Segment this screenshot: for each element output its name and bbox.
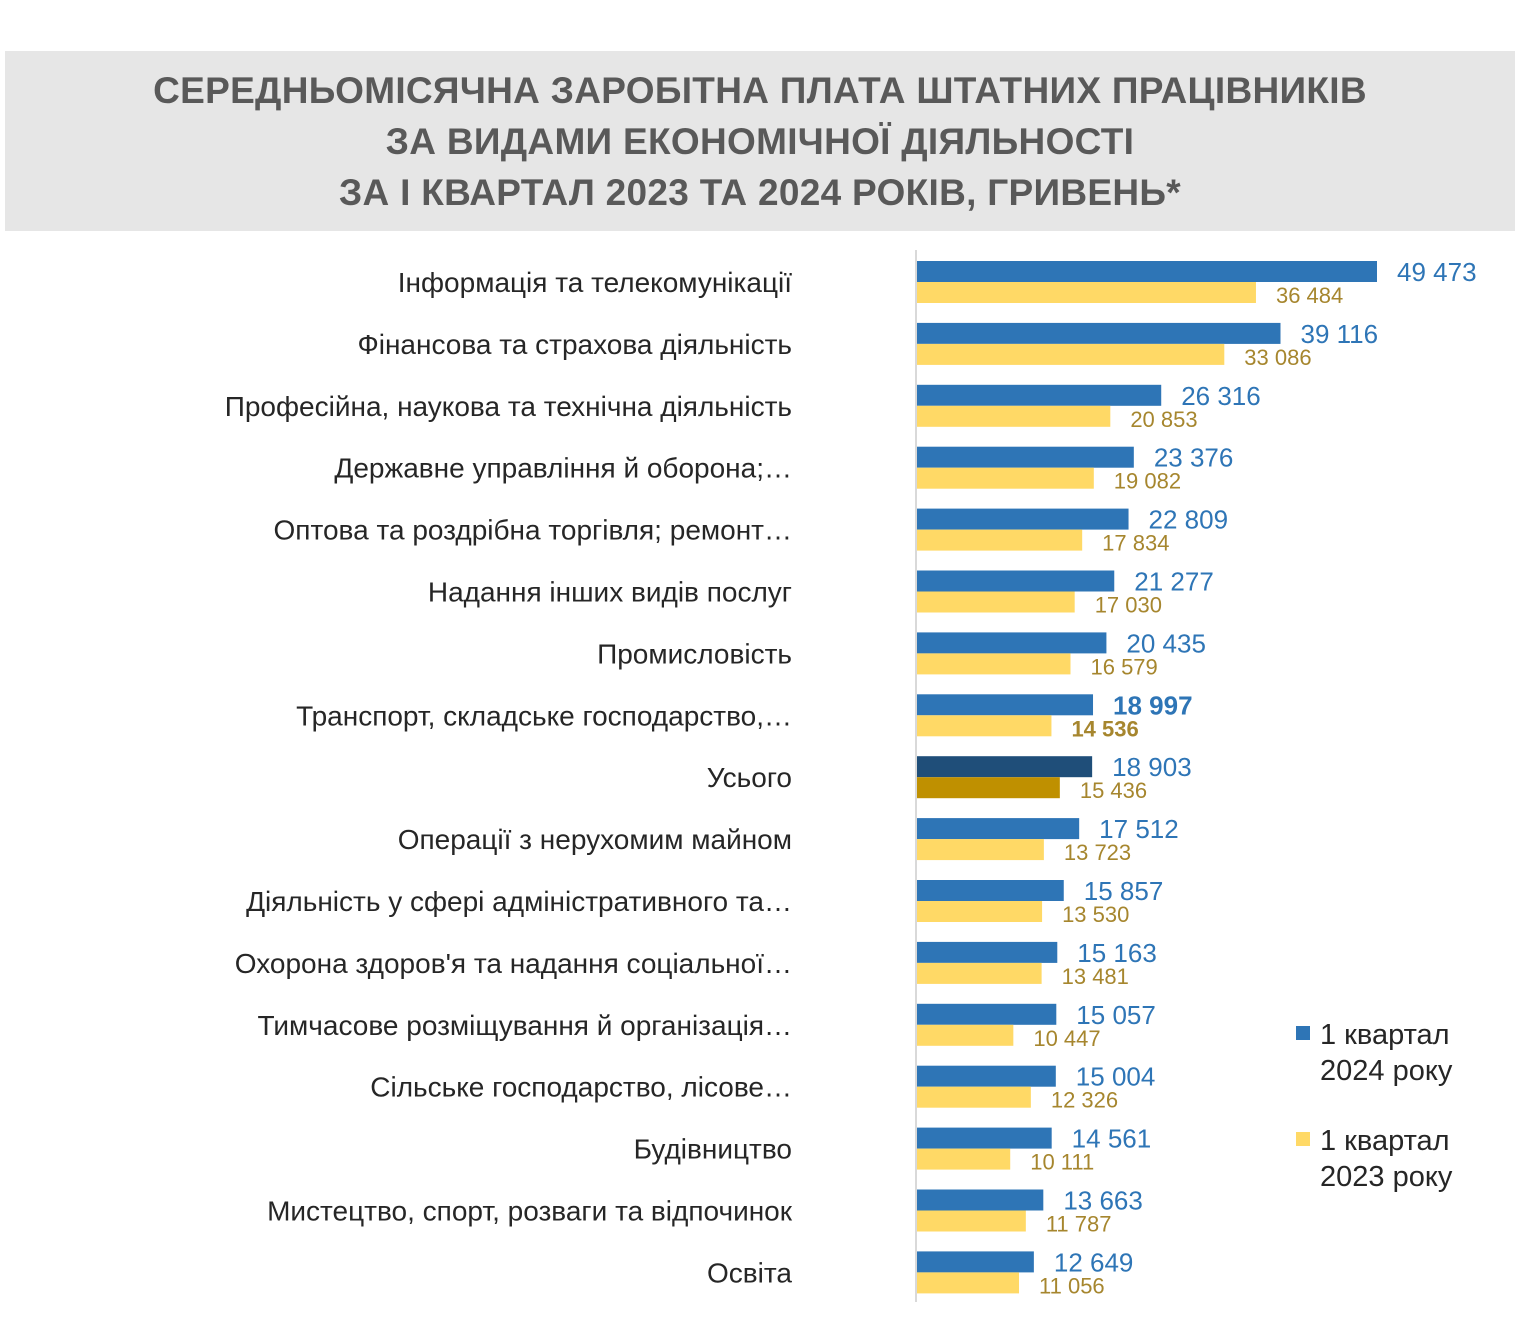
- category-label: Усього: [707, 762, 792, 793]
- data-label-2024: 22 809: [1149, 505, 1229, 535]
- data-label-2024: 18 903: [1112, 752, 1192, 782]
- data-label-2024: 14 561: [1072, 1124, 1152, 1154]
- bar-2023: [916, 715, 1052, 737]
- legend-swatch-2023: [1296, 1132, 1310, 1146]
- bar-2024: [916, 1003, 1057, 1025]
- data-label-2023: 16 579: [1090, 654, 1157, 679]
- data-label-2023: 12 326: [1051, 1088, 1118, 1113]
- chart-title-line-2: ЗА ВИДАМИ ЕКОНОМІЧНОЇ ДІЯЛЬНОСТІ: [385, 120, 1135, 162]
- data-label-2024: 12 649: [1054, 1247, 1134, 1277]
- bar-2023: [916, 1272, 1020, 1294]
- data-label-2023: 14 536: [1071, 716, 1138, 741]
- category-label: Діяльність у сфері адміністративного та…: [246, 886, 792, 917]
- data-label-2023: 13 530: [1062, 902, 1129, 927]
- category-label: Мистецтво, спорт, розваги та відпочинок: [267, 1196, 793, 1227]
- bar-2024: [916, 880, 1064, 901]
- chart-title-line-1: СЕРЕДНЬОМІСЯЧНА ЗАРОБІТНА ПЛАТА ШТАТНИХ …: [153, 69, 1367, 111]
- bar-2024: [916, 446, 1134, 468]
- legend-label-2024-line2: 2024 року: [1320, 1055, 1453, 1087]
- bar-2024: [916, 261, 1377, 282]
- bar-2023: [916, 777, 1060, 799]
- category-label: Оптова та роздрібна торгівля; ремонт…: [274, 515, 792, 546]
- bar-2023: [916, 282, 1256, 303]
- bar-2023: [916, 1024, 1014, 1046]
- data-label-2023: 11 787: [1046, 1212, 1112, 1237]
- data-label-2023: 11 056: [1039, 1273, 1105, 1298]
- legend-label-2023-line1: 1 квартал: [1320, 1125, 1450, 1157]
- bar-2024: [916, 756, 1093, 778]
- bar-2023: [916, 1210, 1026, 1232]
- bar-2023: [916, 1148, 1011, 1170]
- data-label-2024: 23 376: [1154, 443, 1234, 473]
- bar-2023: [916, 901, 1043, 922]
- data-label-2024: 18 997: [1113, 690, 1193, 720]
- data-label-2023: 17 834: [1102, 531, 1169, 556]
- data-label-2024: 15 057: [1076, 1000, 1156, 1030]
- bar-2023: [916, 1086, 1031, 1108]
- legend-item-2023: 1 квартал 2023 року: [1296, 1123, 1506, 1195]
- category-label: Державне управління й оборона;…: [334, 453, 792, 484]
- bar-2023: [916, 591, 1075, 613]
- chart-title-line-3: ЗА І КВАРТАЛ 2023 ТА 2024 РОКІВ, ГРИВЕНЬ…: [338, 171, 1182, 213]
- category-label: Тимчасове розміщування й організація…: [258, 1010, 792, 1041]
- category-label: Інформація та телекомунікації: [398, 267, 792, 298]
- data-label-2023: 10 111: [1030, 1150, 1094, 1175]
- bar-2023: [916, 839, 1044, 861]
- data-label-2023: 13 723: [1064, 840, 1131, 865]
- bar-2024: [916, 1065, 1056, 1087]
- bar-2024: [916, 941, 1058, 963]
- data-label-2023: 33 086: [1244, 345, 1311, 370]
- data-label-2024: 49 473: [1397, 257, 1477, 287]
- category-label: Будівництво: [634, 1134, 792, 1165]
- bar-2024: [916, 632, 1107, 654]
- category-label: Промисловість: [597, 638, 792, 669]
- data-label-2024: 17 512: [1099, 814, 1179, 844]
- chart-legend: 1 квартал 2024 року 1 квартал 2023 року: [1296, 1017, 1506, 1195]
- data-label-2023: 13 481: [1062, 964, 1129, 989]
- data-label-2024: 26 316: [1181, 381, 1261, 411]
- category-label: Сільське господарство, лісове…: [370, 1072, 792, 1103]
- bar-2024: [916, 570, 1115, 592]
- bar-2024: [916, 384, 1162, 406]
- legend-item-2024: 1 квартал 2024 року: [1296, 1017, 1506, 1089]
- data-label-2023: 19 082: [1114, 469, 1181, 494]
- data-label-2024: 20 435: [1126, 628, 1206, 658]
- data-label-2024: 21 277: [1134, 567, 1214, 597]
- category-label: Професійна, наукова та технічна діяльніс…: [225, 391, 792, 422]
- bar-2023: [916, 529, 1083, 551]
- bar-2023: [916, 467, 1094, 489]
- category-label: Операції з нерухомим майном: [398, 824, 792, 855]
- bar-2024: [916, 818, 1080, 840]
- bar-2023: [916, 653, 1071, 675]
- data-label-2024: 39 116: [1300, 319, 1378, 349]
- data-label-2024: 15 163: [1077, 938, 1157, 968]
- data-label-2023: 17 030: [1095, 593, 1162, 618]
- category-label: Освіта: [707, 1257, 792, 1288]
- data-label-2023: 15 436: [1080, 778, 1147, 803]
- data-label-2023: 36 484: [1276, 283, 1343, 308]
- bar-2024: [916, 322, 1281, 344]
- data-label-2023: 10 447: [1033, 1026, 1100, 1051]
- data-label-2023: 20 853: [1130, 407, 1197, 432]
- bar-2024: [916, 1189, 1044, 1211]
- bar-2023: [916, 962, 1042, 984]
- bar-2023: [916, 405, 1111, 427]
- legend-label-2024-line1: 1 квартал: [1320, 1019, 1450, 1051]
- category-label: Транспорт, складське господарство,…: [296, 700, 792, 731]
- category-label: Охорона здоров'я та надання соціальної…: [235, 948, 792, 979]
- bar-2024: [916, 1251, 1034, 1273]
- bar-2024: [916, 508, 1129, 530]
- category-label: Фінансова та страхова діяльність: [357, 329, 792, 360]
- category-label: Надання інших видів послуг: [428, 577, 792, 608]
- data-label-2024: 13 663: [1063, 1186, 1143, 1216]
- data-label-2024: 15 004: [1076, 1062, 1156, 1092]
- bar-2023: [916, 343, 1225, 365]
- data-label-2024: 15 857: [1084, 876, 1164, 906]
- legend-label-2023-line2: 2023 року: [1320, 1161, 1453, 1193]
- legend-swatch-2024: [1296, 1026, 1310, 1040]
- chart-title: СЕРЕДНЬОМІСЯЧНА ЗАРОБІТНА ПЛАТА ШТАТНИХ …: [5, 51, 1515, 231]
- bar-2024: [916, 1127, 1052, 1149]
- bar-2024: [916, 694, 1094, 716]
